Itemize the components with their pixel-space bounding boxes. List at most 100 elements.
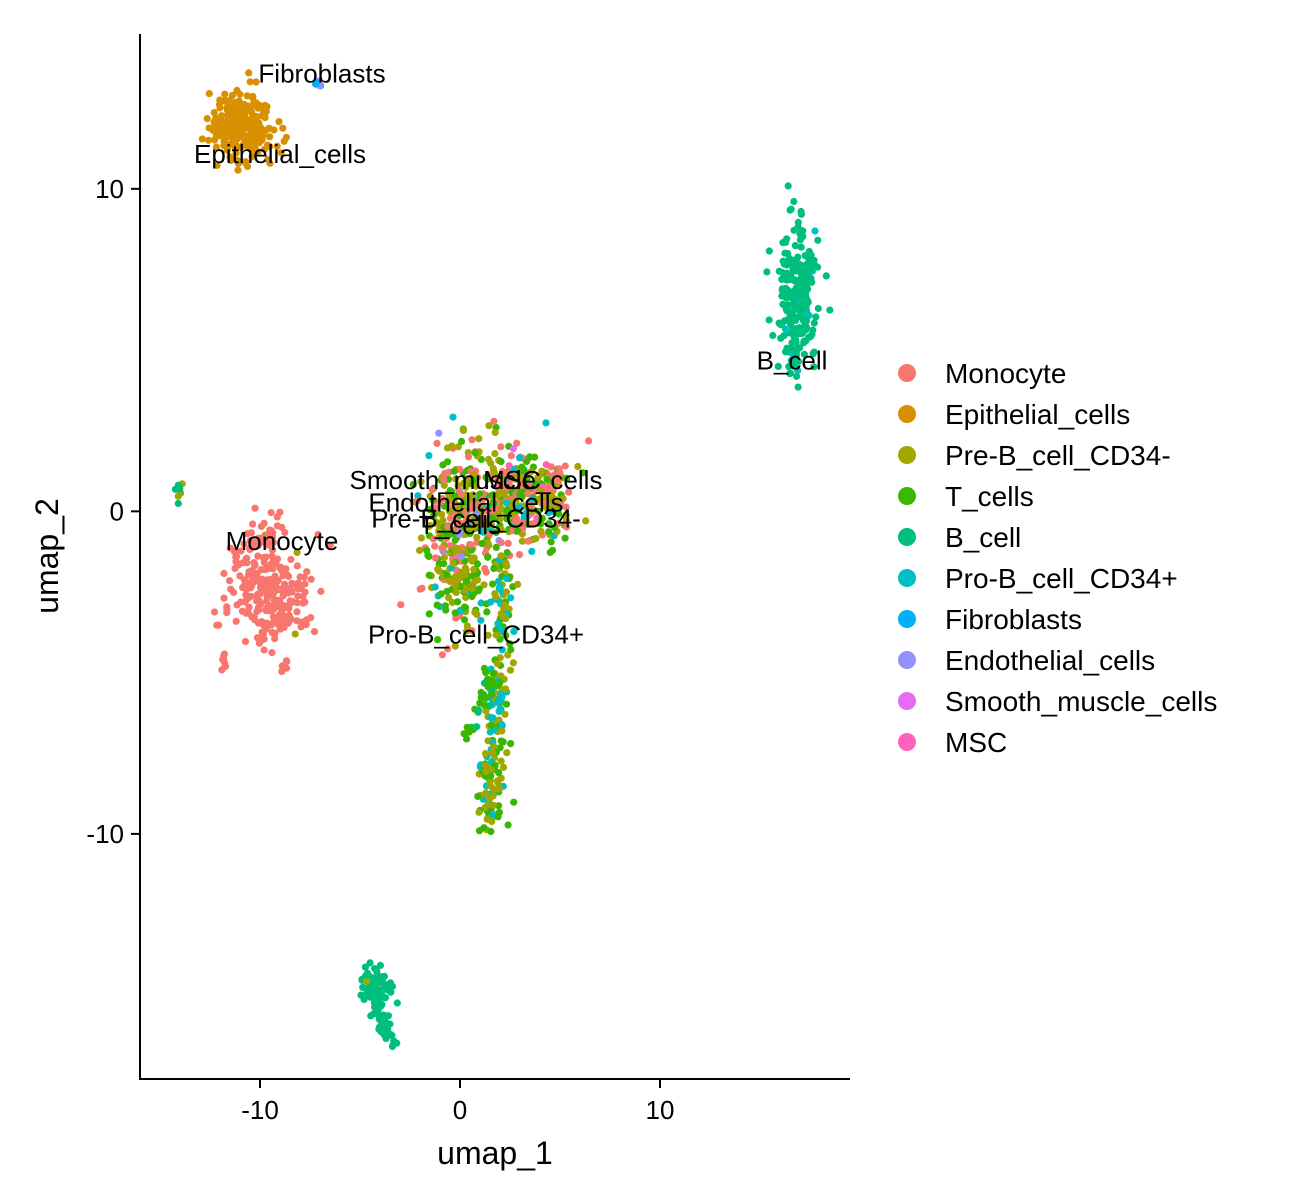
cell-point <box>807 274 815 283</box>
cell-point <box>266 575 274 584</box>
cell-point <box>440 476 448 484</box>
cluster-label: Monocyte <box>226 526 339 556</box>
cell-point <box>480 824 488 832</box>
cell-point <box>497 443 505 451</box>
cell-point <box>449 500 457 508</box>
x-tick-label: 0 <box>453 1095 467 1125</box>
cell-point <box>252 113 260 121</box>
cell-point <box>363 977 371 985</box>
cell-point <box>243 121 251 129</box>
cell-point <box>545 520 553 528</box>
cell-point <box>234 105 242 113</box>
cell-point <box>435 527 443 535</box>
cell-point <box>371 982 379 991</box>
cell-point <box>238 607 246 615</box>
cell-point <box>503 549 511 557</box>
cell-point <box>228 117 237 125</box>
cell-point <box>481 750 490 758</box>
cell-point <box>468 525 476 533</box>
cell-point <box>279 124 287 132</box>
cell-point <box>510 627 518 636</box>
cell-point <box>262 553 270 561</box>
cell-point <box>585 437 593 445</box>
legend-label: Fibroblasts <box>945 604 1082 635</box>
cell-point <box>445 507 454 515</box>
cell-point <box>386 1031 395 1039</box>
cell-point <box>507 452 515 460</box>
cell-point <box>444 594 453 602</box>
cell-point <box>307 575 315 583</box>
cell-point <box>234 159 242 168</box>
cell-point <box>508 475 516 483</box>
y-tick-label: -10 <box>86 819 124 849</box>
cell-point <box>477 599 485 607</box>
cell-point <box>488 817 496 826</box>
cell-point <box>810 319 818 327</box>
cell-point <box>212 114 220 122</box>
cell-point <box>503 506 511 514</box>
cell-point <box>301 580 309 588</box>
cell-point <box>326 542 334 550</box>
cell-point <box>814 304 822 313</box>
cell-point <box>460 616 469 624</box>
cell-point <box>800 291 808 299</box>
cell-point <box>425 452 433 460</box>
cell-point <box>502 700 511 708</box>
cell-point <box>473 520 481 528</box>
cell-point <box>492 631 500 639</box>
cell-point <box>270 605 278 614</box>
cell-point <box>232 617 240 625</box>
cell-point <box>464 453 473 461</box>
cell-point <box>487 766 495 775</box>
cell-point <box>287 555 295 564</box>
cell-point <box>452 475 460 483</box>
cell-point <box>470 471 478 479</box>
cell-point <box>271 635 279 643</box>
cell-point <box>280 623 288 632</box>
cell-point <box>472 515 480 523</box>
cell-point <box>473 610 481 619</box>
cell-point <box>216 96 224 104</box>
cell-point <box>555 465 563 473</box>
cell-point <box>293 562 301 570</box>
cell-point <box>270 126 278 134</box>
cell-point <box>254 590 262 598</box>
cell-point <box>798 307 806 315</box>
cell-point <box>271 597 279 606</box>
cell-point <box>376 961 384 970</box>
cell-point <box>252 78 260 86</box>
cell-point <box>235 99 243 107</box>
cell-point <box>484 631 492 639</box>
cell-point <box>787 356 795 365</box>
cell-point <box>483 608 491 616</box>
cell-point <box>457 437 466 445</box>
cell-point <box>484 553 492 561</box>
cell-point <box>791 242 800 250</box>
cell-point <box>433 601 441 609</box>
cell-point <box>370 975 378 983</box>
cell-point <box>449 413 457 421</box>
cell-point <box>451 642 459 650</box>
cell-point <box>804 333 813 341</box>
cell-point <box>254 127 262 136</box>
cell-point <box>259 582 267 591</box>
cell-point <box>778 320 786 328</box>
cell-point <box>799 327 807 335</box>
cell-point <box>494 813 502 821</box>
cell-point <box>443 458 452 466</box>
cell-point <box>489 491 497 499</box>
cell-point <box>791 331 799 339</box>
cell-point <box>514 580 522 589</box>
cell-point <box>509 659 517 667</box>
cell-point <box>437 534 445 542</box>
cell-point <box>783 235 791 243</box>
cell-point <box>285 611 293 619</box>
cell-point <box>231 548 239 556</box>
cell-point <box>561 462 569 470</box>
cell-point <box>435 429 443 437</box>
cell-point <box>280 137 288 145</box>
cell-point <box>253 597 261 605</box>
cell-point <box>443 531 451 540</box>
cell-point <box>482 568 490 576</box>
cell-point <box>479 495 487 503</box>
